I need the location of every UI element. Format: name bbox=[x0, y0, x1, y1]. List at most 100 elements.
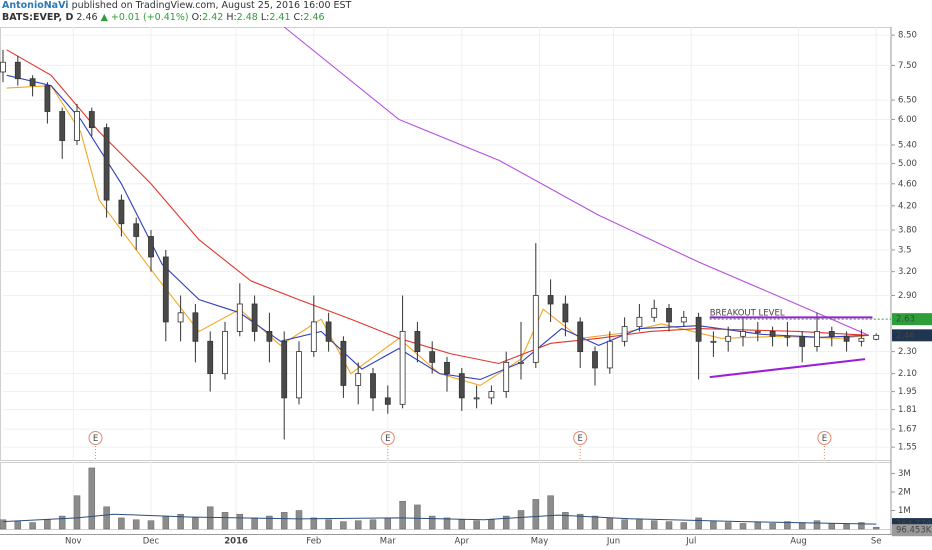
y-tick-label: 4.20 bbox=[898, 201, 917, 211]
candle-body bbox=[458, 373, 465, 399]
candle-body bbox=[399, 331, 406, 405]
volume-tick-label: 3M bbox=[898, 469, 911, 479]
volume-bar bbox=[695, 517, 702, 530]
earnings-marker bbox=[817, 431, 832, 445]
volume-bar bbox=[340, 521, 347, 530]
publish-line: AntonioNaVi published on TradingView.com… bbox=[2, 0, 351, 12]
volume-bar bbox=[636, 518, 643, 530]
earnings-label: E bbox=[385, 434, 390, 444]
candle-body bbox=[444, 361, 450, 375]
volume-bar bbox=[369, 519, 377, 530]
ohlc-label: L: bbox=[260, 12, 270, 23]
volume-bar bbox=[428, 515, 436, 530]
candle-body bbox=[651, 307, 658, 318]
candle-body bbox=[44, 85, 51, 112]
candle-body bbox=[29, 78, 36, 87]
y-tick-label: 3.5 bbox=[898, 245, 912, 255]
volume-bar bbox=[399, 500, 406, 530]
volume-bar bbox=[295, 510, 303, 530]
candle-body bbox=[814, 331, 820, 347]
volume-bar bbox=[828, 523, 836, 530]
candle-body bbox=[251, 303, 258, 332]
volume-last-value-box bbox=[892, 524, 932, 537]
volume-bar bbox=[132, 519, 140, 530]
volume-bar bbox=[784, 521, 791, 530]
candle-body bbox=[680, 316, 687, 323]
volume-bar bbox=[280, 512, 288, 530]
ohlc-label: O: bbox=[191, 12, 203, 23]
breakout-value: 2.63 bbox=[896, 315, 915, 325]
breakout-value-box bbox=[892, 313, 932, 326]
volume-bar bbox=[325, 519, 332, 530]
candle-body bbox=[769, 331, 776, 337]
y-tick-label: 4.60 bbox=[898, 179, 917, 189]
y-tick-label: 8.50 bbox=[898, 31, 917, 41]
volume-bar bbox=[384, 517, 392, 530]
earnings-marker bbox=[573, 431, 588, 445]
volume-bar bbox=[73, 495, 81, 530]
y-tick-label: 3.20 bbox=[898, 267, 917, 277]
volume-bar bbox=[177, 513, 184, 530]
volume-bar bbox=[88, 467, 96, 530]
change: ▲ +0.01 (+0.41%) bbox=[100, 12, 189, 23]
volume-bar bbox=[118, 517, 125, 530]
candle-body bbox=[636, 316, 643, 328]
volume-bar bbox=[710, 521, 717, 530]
moving-average bbox=[6, 74, 869, 381]
author[interactable]: AntonioNaVi bbox=[2, 0, 69, 11]
ohlc-label: H: bbox=[226, 12, 237, 23]
candle-body bbox=[266, 331, 273, 342]
y-tick-label: 5.40 bbox=[898, 140, 917, 150]
volume-bar bbox=[621, 519, 628, 530]
volume-bar bbox=[858, 522, 865, 530]
candle-body bbox=[414, 331, 421, 353]
symbol: BATS:EVEP, D bbox=[2, 12, 74, 23]
candle-body bbox=[340, 340, 347, 386]
candle-body bbox=[725, 335, 732, 342]
volume-bar bbox=[354, 520, 362, 530]
volume-bar bbox=[650, 520, 658, 530]
last-price-value-box bbox=[892, 329, 932, 342]
earnings-label: E bbox=[822, 434, 827, 444]
y-tick-label: 1.55 bbox=[898, 443, 917, 453]
y-tick-label: 1.95 bbox=[898, 387, 917, 397]
y-tick-label: 2.30 bbox=[898, 347, 917, 357]
y-tick-label: 6.00 bbox=[898, 115, 917, 125]
x-tick-label: May bbox=[531, 537, 549, 547]
volume-bar bbox=[14, 521, 22, 530]
candle-body bbox=[532, 295, 539, 363]
candle-body bbox=[74, 111, 80, 141]
x-tick-label: 2016 bbox=[224, 537, 248, 547]
x-tick-label: Apr bbox=[454, 537, 469, 547]
volume-bar bbox=[147, 520, 155, 530]
x-tick-label: Aug bbox=[790, 537, 807, 547]
candle-body bbox=[236, 303, 243, 332]
volume-tick-label: 2M bbox=[898, 487, 911, 497]
volume-ma bbox=[2, 513, 877, 525]
candle-body bbox=[858, 337, 865, 342]
y-tick-label: 2.10 bbox=[898, 369, 917, 379]
volume-bar bbox=[798, 522, 806, 530]
volume-bar bbox=[547, 495, 554, 530]
breakout-label: BREAKOUT LEVEL bbox=[710, 309, 785, 319]
candle-body bbox=[384, 397, 391, 405]
volume-bar bbox=[769, 523, 776, 530]
volume-bar bbox=[414, 504, 421, 530]
y-tick-label: 1.67 bbox=[898, 425, 917, 435]
candle-body bbox=[370, 373, 376, 399]
volume-bar bbox=[44, 519, 51, 530]
volume-bar bbox=[754, 522, 762, 530]
candle-body bbox=[429, 351, 436, 363]
candle-body bbox=[784, 335, 791, 338]
volume-bar bbox=[0, 519, 7, 530]
candle-body bbox=[103, 127, 110, 201]
volume-bar bbox=[266, 515, 273, 530]
volume-bar bbox=[206, 506, 214, 530]
x-tick-label: Dec bbox=[143, 537, 160, 547]
volume-bar bbox=[29, 522, 36, 530]
x-tick-label: Se bbox=[871, 537, 882, 547]
candle-body bbox=[0, 61, 6, 73]
volume-bar bbox=[813, 520, 821, 530]
